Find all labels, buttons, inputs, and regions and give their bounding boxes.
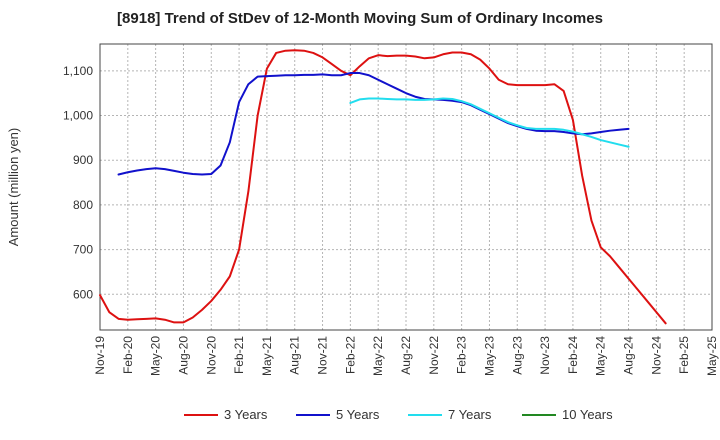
x-tick-label: Nov-19 xyxy=(93,336,107,375)
y-tick-label: 1,100 xyxy=(63,64,93,78)
x-tick-label: May-25 xyxy=(705,336,719,376)
x-axis-ticks: Nov-19 Feb-20 May-20 Aug-20 Nov-20 Feb-21 May-… xyxy=(93,336,719,376)
grid-lines xyxy=(100,44,712,330)
plot-area xyxy=(99,43,713,331)
chart-title: [8918] Trend of StDev of 12-Month Moving… xyxy=(117,10,603,27)
y-axis-ticks: 600 700 800 900 1,000 1,100 xyxy=(63,64,93,301)
x-tick-label: Nov-23 xyxy=(538,336,552,375)
y-tick-label: 900 xyxy=(73,153,93,167)
legend-label: 10 Years xyxy=(562,407,613,422)
x-tick-label: May-22 xyxy=(371,336,385,376)
x-tick-label: Feb-24 xyxy=(566,336,580,374)
series-line-7-years xyxy=(349,97,630,148)
x-tick-label: Feb-22 xyxy=(343,336,357,374)
y-axis-title: Amount (million yen) xyxy=(6,128,21,247)
series-line-3-years xyxy=(99,49,667,325)
x-tick-label: Aug-24 xyxy=(622,336,636,375)
x-tick-label: Feb-25 xyxy=(677,336,691,374)
x-tick-label: May-20 xyxy=(149,336,163,376)
legend: 3 Years 5 Years 7 Years 10 Years xyxy=(184,407,613,422)
x-tick-label: Aug-21 xyxy=(288,336,302,375)
x-tick-label: Nov-24 xyxy=(649,336,663,375)
y-tick-label: 1,000 xyxy=(63,109,93,123)
x-tick-label: Aug-22 xyxy=(399,336,413,375)
x-tick-label: May-21 xyxy=(260,336,274,376)
x-tick-label: Nov-21 xyxy=(316,336,330,375)
y-tick-label: 700 xyxy=(73,243,93,257)
legend-label: 5 Years xyxy=(336,407,380,422)
x-tick-label: Aug-20 xyxy=(176,336,190,375)
y-tick-label: 800 xyxy=(73,198,93,212)
legend-label: 3 Years xyxy=(224,407,268,422)
series-line-5-years xyxy=(117,72,630,176)
x-tick-label: Feb-21 xyxy=(232,336,246,374)
series-lines xyxy=(99,49,667,325)
x-tick-label: Nov-20 xyxy=(204,336,218,375)
x-tick-label: Feb-20 xyxy=(121,336,135,374)
y-tick-label: 600 xyxy=(73,287,93,301)
x-tick-label: May-23 xyxy=(482,336,496,376)
x-tick-label: Nov-22 xyxy=(427,336,441,375)
legend-label: 7 Years xyxy=(448,407,492,422)
x-tick-label: May-24 xyxy=(594,336,608,376)
x-tick-label: Aug-23 xyxy=(510,336,524,375)
x-tick-label: Feb-23 xyxy=(455,336,469,374)
